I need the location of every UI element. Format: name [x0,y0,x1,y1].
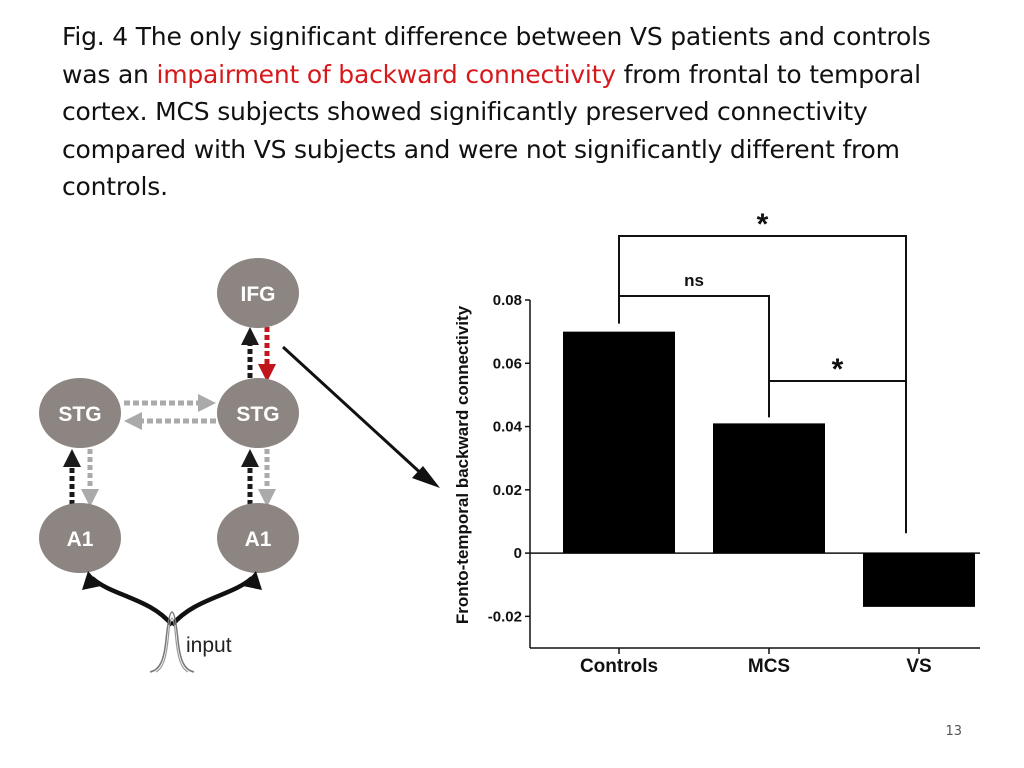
ifg-stg-forward-arrow [241,327,259,378]
y-tick-label: 0.04 [493,419,523,436]
ifg-stg-backward-arrow [258,327,276,382]
a1-stg-right-backward-arrow [258,449,276,507]
node-stg-right: STG [217,378,299,448]
node-a1-right-label: A1 [245,528,272,551]
a1-stg-right-forward-arrow [241,449,259,505]
x-category-label: Controls [580,656,658,677]
node-a1-left-label: A1 [67,528,94,551]
stg-lateral-forward-arrow [124,394,216,412]
bar-mcs [713,423,825,554]
node-ifg-label: IFG [241,283,276,306]
bar-vs [863,553,975,607]
caption-highlight: impairment of backward connectivity [156,59,616,89]
input-label: input [186,634,232,657]
y-tick-label: 0.08 [493,292,522,309]
node-stg-left-label: STG [58,403,101,426]
node-stg-left: STG [39,378,121,448]
figure-caption: Fig. 4 The only significant difference b… [62,18,982,206]
node-a1-right: A1 [217,503,299,573]
caption-text-start: The only significant difference between … [62,22,931,89]
y-tick-label: -0.02 [488,608,522,625]
caption-text-end: from frontal to temporal cortex. MCS sub… [62,59,921,202]
y-axis-title: Fronto-temporal backward connectivity [453,305,472,624]
y-tick-label: 0.06 [493,355,522,372]
x-category-label: VS [906,656,931,677]
significance-label: ns [684,271,704,290]
node-stg-right-label: STG [236,403,279,426]
stg-lateral-backward-arrow [124,412,216,430]
node-ifg: IFG [217,258,299,328]
y-tick-label: 0.02 [493,482,522,499]
node-a1-left: A1 [39,503,121,573]
slide-number: 13 [945,724,962,739]
significance-bracket [768,380,907,534]
significance-label: * [757,208,769,241]
significance-label: * [832,353,844,386]
bar-controls [563,331,675,554]
pointer-arrow [281,345,440,488]
input-signal-icon [149,611,195,673]
figure-label: Fig. 4 [62,22,128,51]
x-category-label: MCS [748,656,790,677]
significance-bracket [618,295,770,418]
input-arrows [82,571,262,627]
y-tick-label: 0 [514,545,522,562]
a1-stg-left-forward-arrow [63,449,81,505]
a1-stg-left-backward-arrow [81,449,99,507]
